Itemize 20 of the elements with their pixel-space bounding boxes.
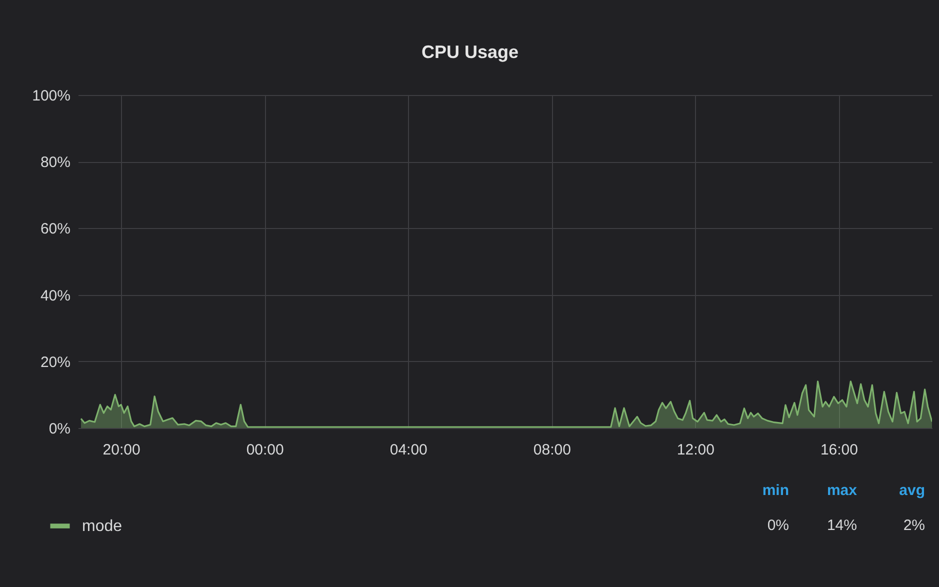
text: min xyxy=(762,482,789,499)
y-tick-label: 100% xyxy=(32,88,70,104)
text: avg xyxy=(899,482,925,499)
y-tick-label: 80% xyxy=(40,154,70,172)
x-tick-label: 20:00 xyxy=(102,442,140,458)
chart-title: CPU Usage xyxy=(421,42,519,62)
y-tick-label: 0% xyxy=(48,420,70,438)
text: 2% xyxy=(903,517,925,534)
y-tick-label: 60% xyxy=(40,220,70,238)
text: max xyxy=(826,482,858,499)
legend-label: mode xyxy=(82,518,122,535)
x-tick-label: 12:00 xyxy=(676,442,714,458)
x-tick-label: 00:00 xyxy=(246,442,284,458)
y-tick-label: 40% xyxy=(40,287,70,304)
x-tick-label: 08:00 xyxy=(533,442,571,458)
x-tick-label: 04:00 xyxy=(390,442,428,458)
x-tick-label: 16:00 xyxy=(820,442,858,458)
y-tick-label: 20% xyxy=(40,354,70,371)
text: 0% xyxy=(767,517,789,534)
text: 14% xyxy=(826,517,857,534)
